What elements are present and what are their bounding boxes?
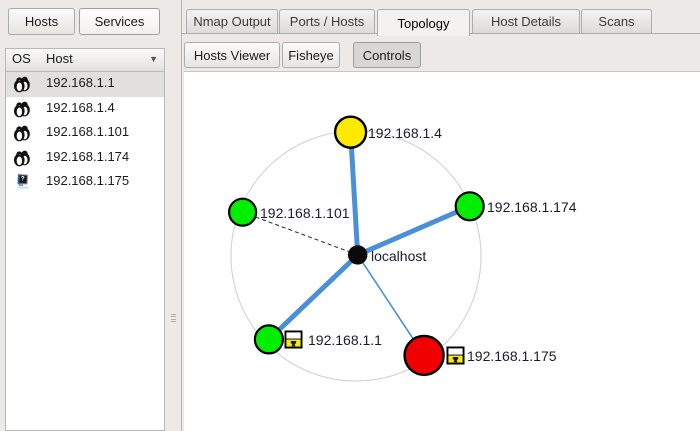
svg-text:?: ? — [21, 176, 25, 183]
